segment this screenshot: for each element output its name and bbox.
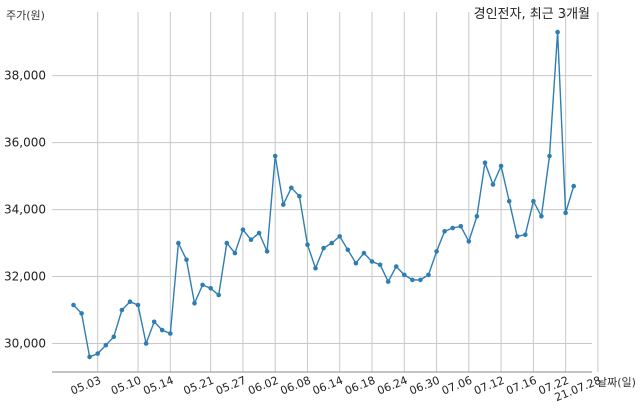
data-point xyxy=(135,302,141,308)
x-tick-label: 06.02 xyxy=(246,374,280,398)
x-tick-label: 06.18 xyxy=(343,374,377,398)
data-point xyxy=(531,198,536,204)
data-point xyxy=(482,160,488,165)
x-axis-title: 날짜(일) xyxy=(597,375,636,389)
x-tick-label: 06.08 xyxy=(279,374,313,398)
data-point xyxy=(127,299,133,305)
x-tick-label: 05.03 xyxy=(69,374,103,398)
y-tick-label: 38,000 xyxy=(4,69,46,83)
data-point xyxy=(289,185,294,191)
data-point xyxy=(377,262,383,268)
x-tick-label: 07.06 xyxy=(440,374,474,398)
data-point xyxy=(305,242,310,247)
data-point xyxy=(79,311,84,316)
data-point xyxy=(143,341,149,346)
data-point xyxy=(192,301,197,306)
data-point xyxy=(466,239,472,244)
x-gridlines xyxy=(97,12,599,372)
chart-title: 경인전자, 최근 3개월 xyxy=(474,7,590,22)
data-point xyxy=(200,282,205,288)
data-point xyxy=(313,265,318,271)
data-point xyxy=(256,230,262,236)
data-point xyxy=(353,260,359,266)
data-point xyxy=(224,240,230,246)
data-point xyxy=(523,232,528,237)
y-tick-label: 34,000 xyxy=(4,203,46,217)
data-point xyxy=(264,249,270,254)
x-tick-label: 05.14 xyxy=(141,374,175,398)
data-point xyxy=(393,264,399,269)
data-point xyxy=(410,277,415,283)
data-point xyxy=(434,249,439,254)
x-tick-label: 06.14 xyxy=(311,374,345,398)
data-point xyxy=(184,257,189,263)
data-point xyxy=(555,29,560,35)
y-tick-labels: 30,000 32,000 34,000 36,000 38,000 xyxy=(4,69,46,351)
series-line xyxy=(72,32,575,358)
data-point xyxy=(402,272,407,278)
data-point xyxy=(498,163,504,169)
data-point xyxy=(95,351,100,356)
x-tick-label: 05.10 xyxy=(109,374,143,398)
y-tick-label: 30,000 xyxy=(4,337,46,351)
data-point xyxy=(458,224,464,229)
data-point xyxy=(240,227,246,232)
data-point xyxy=(514,234,520,239)
data-point xyxy=(232,250,238,256)
data-point xyxy=(442,229,447,234)
data-point xyxy=(159,327,165,333)
data-point xyxy=(418,277,423,283)
y-tick-label: 32,000 xyxy=(4,270,46,284)
data-point xyxy=(563,210,568,216)
data-point xyxy=(111,334,117,340)
data-point xyxy=(361,250,367,256)
data-point xyxy=(547,153,552,159)
x-tick-label: 06.30 xyxy=(408,374,442,398)
data-point xyxy=(539,214,544,219)
y-gridlines xyxy=(52,75,592,345)
data-points xyxy=(71,29,576,360)
data-point xyxy=(345,247,351,253)
data-point xyxy=(272,153,278,159)
data-point xyxy=(281,202,286,207)
data-point xyxy=(168,331,173,336)
x-tick-label: 05.21 xyxy=(182,374,216,398)
x-tick-label: 05.27 xyxy=(214,374,248,398)
data-point xyxy=(151,319,157,325)
data-point xyxy=(506,198,512,204)
x-tick-label: 06.24 xyxy=(375,374,409,398)
data-point xyxy=(321,245,326,251)
data-point xyxy=(297,193,302,199)
y-axis-title: 주가(원) xyxy=(6,9,45,22)
x-tick-label: 07.12 xyxy=(472,374,506,398)
y-tick-label: 36,000 xyxy=(4,136,46,150)
data-point xyxy=(176,240,181,246)
data-point xyxy=(474,214,480,219)
data-point xyxy=(208,286,213,291)
data-point xyxy=(119,307,125,313)
x-tick-label: 07.16 xyxy=(504,374,538,398)
data-point xyxy=(71,302,76,308)
data-point xyxy=(369,259,375,264)
data-point xyxy=(571,183,576,189)
data-point xyxy=(337,234,343,239)
data-point xyxy=(87,354,92,360)
data-point xyxy=(385,279,391,284)
data-point xyxy=(426,272,431,278)
data-point xyxy=(490,182,496,187)
data-point xyxy=(103,342,109,348)
data-point xyxy=(216,292,221,298)
data-point xyxy=(329,240,335,246)
data-point xyxy=(248,237,254,242)
data-point xyxy=(450,225,456,231)
